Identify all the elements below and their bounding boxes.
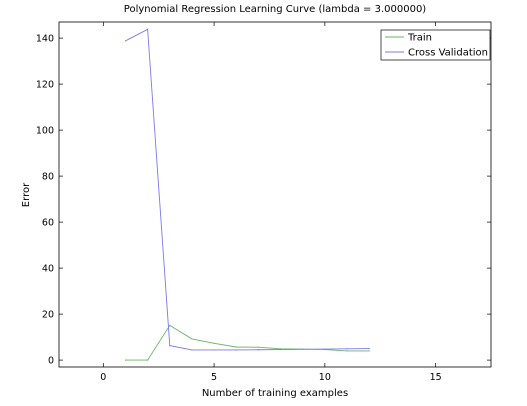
- x-axis-title: Number of training examples: [202, 388, 348, 399]
- plot-area-frame: [58, 21, 492, 368]
- y-tick-label: 20: [42, 310, 54, 321]
- data-point-cross-validation: [213, 349, 215, 351]
- x-tick-label: 5: [211, 372, 217, 383]
- y-tick-label: 60: [42, 218, 54, 229]
- y-tick-label: 100: [36, 126, 54, 137]
- y-tick-label: 40: [42, 264, 54, 275]
- data-point-cross-validation: [346, 348, 348, 350]
- legend: Train Cross Validation: [380, 29, 491, 61]
- data-point-cross-validation: [279, 348, 282, 351]
- chart-title: Polynomial Regression Learning Curve (la…: [124, 4, 427, 15]
- data-point-cross-validation: [368, 348, 370, 350]
- data-point-cross-validation: [235, 349, 237, 351]
- data-point-train: [169, 324, 171, 326]
- series-line-train: [125, 324, 370, 361]
- data-point-train: [346, 350, 348, 352]
- y-tick-label: 120: [36, 80, 54, 91]
- ticks-layer: 0 5 10 15 0 20 40 60 80 100 120 140: [36, 22, 491, 383]
- x-tick-label: 10: [319, 372, 331, 383]
- data-point-cross-validation: [324, 348, 326, 350]
- legend-box: [380, 29, 491, 61]
- data-point-train: [147, 359, 149, 361]
- data-point-cross-validation: [257, 349, 259, 351]
- y-tick-label: 140: [36, 34, 54, 45]
- data-point-train: [213, 342, 215, 344]
- legend-label-cross-validation: Cross Validation: [408, 48, 488, 59]
- data-point-cross-validation: [169, 345, 171, 347]
- series-layer: [124, 28, 370, 361]
- x-tick-label: 0: [100, 372, 106, 383]
- data-point-train: [235, 346, 237, 348]
- data-point-train: [191, 338, 193, 340]
- data-point-cross-validation: [147, 28, 149, 30]
- data-point-train: [257, 346, 259, 348]
- y-tick-label: 0: [48, 356, 54, 367]
- data-point-cross-validation: [302, 348, 304, 350]
- series-line-cross-validation: [125, 28, 370, 351]
- y-tick-label: 80: [42, 172, 54, 183]
- data-point-cross-validation: [191, 349, 193, 351]
- data-point-train: [124, 359, 127, 361]
- legend-label-train: Train: [407, 33, 432, 44]
- x-tick-label: 15: [430, 372, 442, 383]
- data-point-train: [368, 350, 370, 352]
- data-point-cross-validation: [124, 40, 127, 42]
- y-axis-title: Error: [21, 182, 32, 207]
